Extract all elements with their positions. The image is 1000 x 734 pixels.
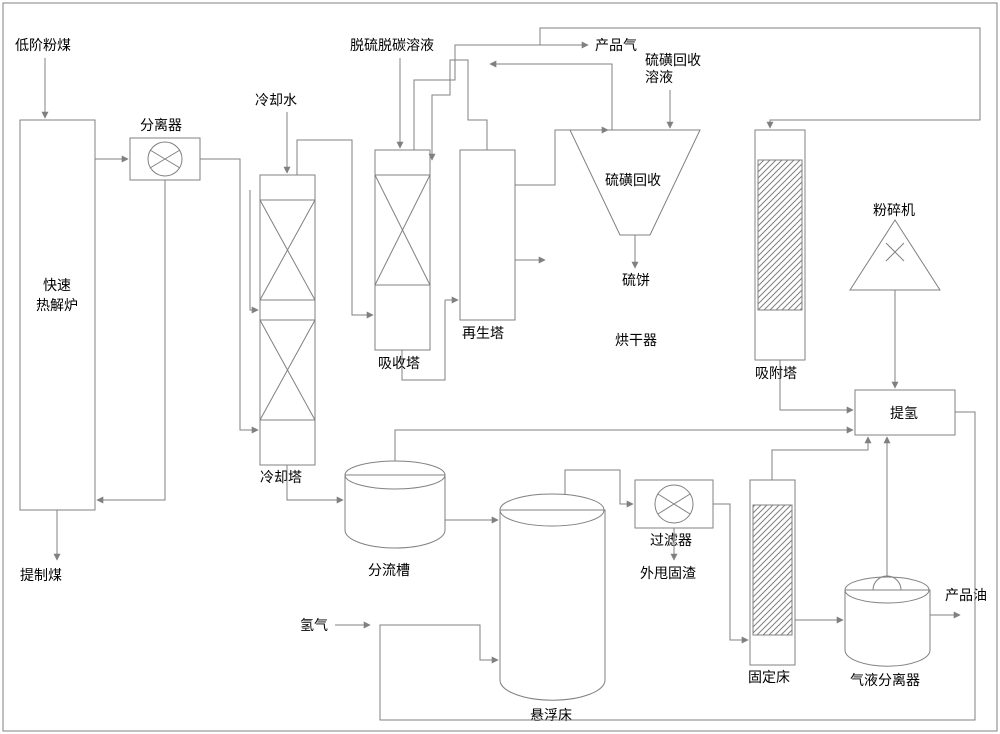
crusher-icon <box>850 220 940 290</box>
absorber-label: 吸收塔 <box>378 356 420 372</box>
waste-solid-label: 外甩固渣 <box>640 566 696 582</box>
abs-to-prodgas <box>414 45 588 150</box>
dryer-label: 烘干器 <box>615 333 657 349</box>
splitter-label: 分流槽 <box>368 563 410 579</box>
ct-side-in <box>250 190 258 310</box>
s-cake-label: 硫饼 <box>622 273 650 289</box>
fixed-bed-label: 固定床 <box>748 670 790 686</box>
furnace-label-1: 快速 <box>43 278 71 294</box>
feed-label: 低阶粉煤 <box>15 38 71 54</box>
regen-to-srec <box>515 130 608 185</box>
tmc-label: 提制煤 <box>20 568 62 584</box>
adsorber-icon <box>755 130 805 360</box>
furnace-box <box>20 120 95 510</box>
desulf-label: 脱硫脱碳溶液 <box>350 38 434 54</box>
crusher-label: 粉碎机 <box>873 203 915 219</box>
separator-label: 分离器 <box>140 117 182 134</box>
gl-sep-label: 气液分离器 <box>850 672 920 689</box>
filter-label: 过滤器 <box>650 533 692 549</box>
adsorber-label: 吸附塔 <box>755 366 797 382</box>
product-gas-label: 产品气 <box>595 38 637 54</box>
regenerator-icon <box>460 150 515 320</box>
splitter-icon <box>345 461 445 548</box>
sep-return <box>97 180 165 500</box>
h2-extract-label: 提氢 <box>890 406 918 422</box>
cooling-tower-label: 冷却塔 <box>260 470 302 486</box>
fixed-bed-icon <box>750 480 795 665</box>
filter-icon <box>635 480 713 528</box>
furnace-label-2: 热解炉 <box>36 298 78 314</box>
sulfur-recovery-label: 硫磺回收 <box>605 173 661 189</box>
absorber-icon <box>375 150 430 350</box>
srec-recirc <box>490 64 612 130</box>
filter-to-fixed <box>713 504 748 640</box>
slurry-bed-icon <box>500 494 605 700</box>
separator-icon <box>130 138 200 180</box>
cooling-tower-icon <box>260 175 315 465</box>
slurry-bed-label: 悬浮床 <box>530 708 572 724</box>
regen-return <box>432 60 487 160</box>
fixed-gas-up <box>772 437 868 480</box>
hydrogen-label: 氢气 <box>300 618 328 634</box>
srec-sol-label-2: 溶液 <box>645 70 673 86</box>
cooling-water-label: 冷却水 <box>255 93 297 109</box>
sep-to-ct <box>200 159 258 430</box>
slurry-to-filter <box>565 470 633 504</box>
srec-sol-label-1: 硫磺回收 <box>645 53 701 69</box>
product-oil-label: 产品油 <box>945 588 987 604</box>
split-gas-up <box>395 430 853 461</box>
regenerator-label: 再生塔 <box>462 326 504 342</box>
gl-sep-icon <box>845 542 930 666</box>
